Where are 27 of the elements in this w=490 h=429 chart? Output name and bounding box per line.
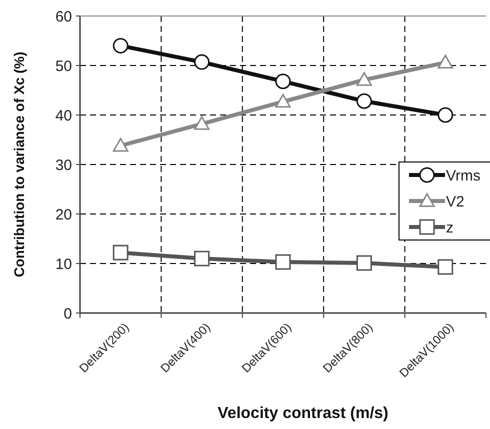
- point: [194, 250, 210, 266]
- legend-label: z: [446, 219, 454, 236]
- point: [438, 259, 454, 275]
- y-tick-label: 30: [55, 156, 72, 174]
- point: [438, 54, 454, 69]
- point: [112, 138, 128, 152]
- y-tick-label: 10: [55, 256, 72, 273]
- point: [356, 72, 372, 86]
- y-tick-label: 20: [55, 206, 72, 224]
- point: [275, 94, 291, 108]
- point: [438, 107, 454, 123]
- legend-label: Vrms: [446, 167, 480, 184]
- x-axis-title: Velocity contrast (m/s): [218, 405, 388, 422]
- point: [194, 116, 210, 130]
- point: [194, 54, 210, 70]
- legend-label: V2: [446, 193, 464, 210]
- y-tick-label: 50: [55, 58, 72, 75]
- y-tick-label: 0: [64, 305, 72, 322]
- y-tick-label: 40: [55, 107, 72, 124]
- point: [356, 255, 372, 271]
- y-axis-title: Contribution to variance of Xc (%): [11, 52, 27, 278]
- point: [275, 254, 291, 270]
- point: [112, 244, 128, 260]
- y-tick-label: 60: [55, 8, 72, 26]
- point: [275, 74, 291, 90]
- point: [356, 93, 372, 109]
- point: [112, 38, 128, 54]
